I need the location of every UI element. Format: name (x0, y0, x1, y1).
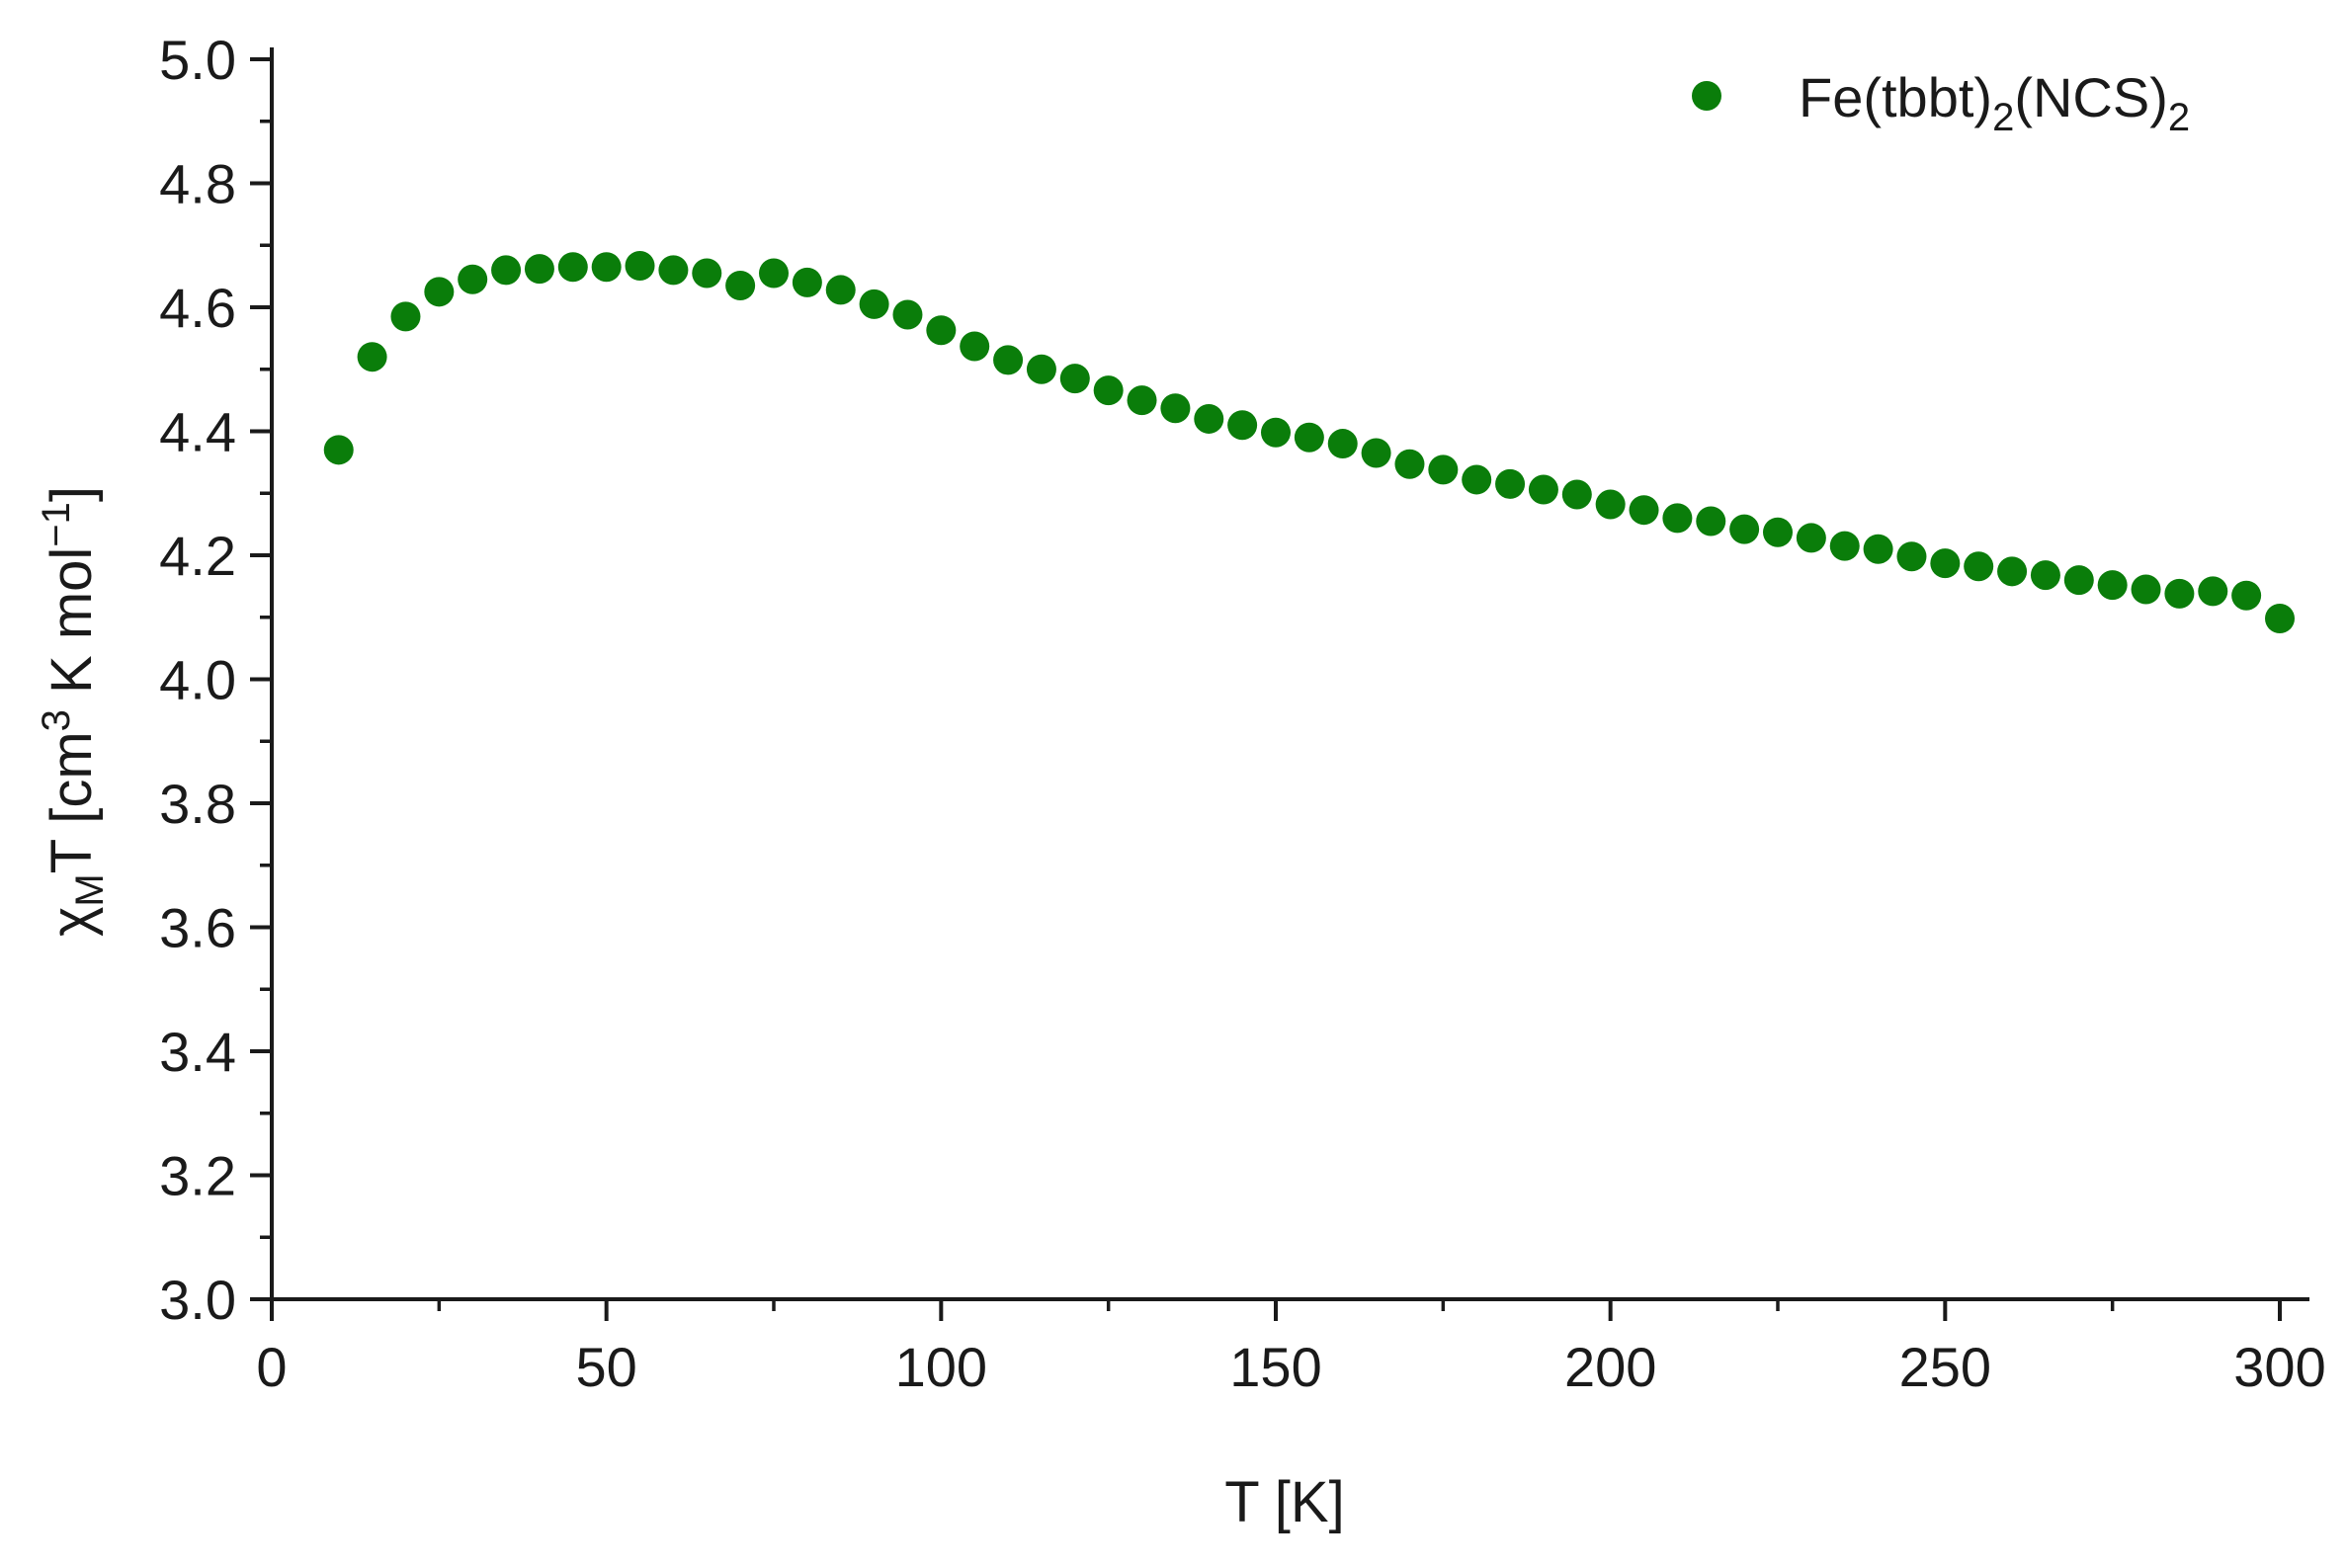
data-point (1964, 551, 1994, 582)
legend-label-base: Fe(tbbt) (1799, 66, 1992, 128)
legend-label-middle: (NCS) (2014, 66, 2168, 128)
y-axis-title-text-2: K mol (40, 547, 104, 709)
data-point (557, 252, 588, 283)
data-point (1696, 506, 1726, 536)
legend-label-subscript-2: 2 (2168, 96, 2190, 139)
x-tick-label: 100 (895, 1336, 987, 1398)
y-tick-label: 3.2 (159, 1145, 236, 1207)
y-tick-label: 3.4 (159, 1021, 236, 1083)
data-point (658, 255, 689, 286)
x-tick-label: 150 (1229, 1336, 1321, 1398)
data-point (1997, 556, 2028, 587)
y-tick-label: 5.0 (159, 29, 236, 91)
data-point (1327, 429, 1358, 459)
data-point (892, 299, 923, 330)
y-tick-label: 4.8 (159, 153, 236, 215)
data-point (1495, 468, 1526, 499)
legend-marker (1692, 81, 1721, 111)
y-axis-title: χMT [cm3 K mol−1] (35, 486, 112, 937)
data-point (960, 331, 990, 362)
data-point (2265, 604, 2295, 634)
data-point (2164, 578, 2195, 609)
data-point (424, 277, 455, 307)
data-point (1729, 514, 1760, 544)
y-tick-label: 4.6 (159, 277, 236, 339)
data-point (1462, 464, 1492, 495)
data-point (1829, 531, 1860, 561)
legend: Fe(tbbt)2(NCS)2 (1692, 66, 2190, 139)
data-point (1261, 417, 1291, 448)
data-point (2097, 570, 2128, 601)
data-points (323, 250, 2295, 634)
data-point (1127, 385, 1157, 416)
data-point (625, 250, 655, 281)
data-point (1361, 438, 1391, 468)
data-point (2030, 560, 2060, 591)
y-tick-label: 4.4 (159, 401, 236, 463)
data-point (1796, 523, 1826, 553)
y-tick-label: 4.0 (159, 649, 236, 711)
data-point (1059, 364, 1090, 394)
legend-label: Fe(tbbt)2(NCS)2 (1799, 66, 2190, 139)
data-point (1428, 454, 1459, 485)
y-tick-label: 3.0 (159, 1269, 236, 1331)
data-point (1561, 479, 1592, 510)
x-tick-label: 50 (576, 1336, 637, 1398)
data-point (1227, 410, 1258, 441)
data-point (1026, 354, 1056, 384)
data-point (1930, 548, 1961, 579)
data-point (1629, 495, 1659, 526)
x-tick-label: 250 (1899, 1336, 1991, 1398)
y-axis-title-superscript: 3 (35, 709, 78, 731)
y-axis-title-symbol-subscript: M (68, 873, 112, 906)
y-axis-title-text-3: ] (40, 486, 104, 502)
data-point (2131, 574, 2161, 605)
data-point (1763, 517, 1793, 547)
x-tick-label: 0 (256, 1336, 287, 1398)
data-point (1863, 534, 1893, 564)
x-tick-label: 200 (1564, 1336, 1656, 1398)
data-point (2063, 565, 2094, 596)
data-point (491, 255, 522, 286)
data-point (759, 258, 789, 289)
data-point (1394, 449, 1425, 479)
data-point (926, 315, 957, 346)
data-point (1662, 503, 1693, 534)
data-point (2198, 576, 2228, 607)
data-point (524, 254, 554, 285)
data-point (591, 252, 622, 283)
data-point (2231, 580, 2262, 611)
data-point (692, 258, 722, 289)
data-point (458, 264, 488, 294)
y-tick-label: 3.8 (159, 773, 236, 835)
y-axis-title-text: T [cm (40, 731, 104, 873)
y-tick-label: 4.2 (159, 525, 236, 587)
data-point (792, 267, 822, 297)
data-point (1160, 393, 1191, 424)
data-point (825, 275, 856, 305)
data-point (323, 435, 354, 465)
axes: 3.0 3.2 3.4 3.6 3.8 4.0 4.2 4.4 4.6 4.8 5.0 0 50 100 1… (159, 29, 2326, 1398)
legend-label-subscript-1: 2 (1992, 96, 2014, 139)
data-point (1093, 375, 1124, 406)
data-point (357, 342, 387, 372)
x-tick-label: 300 (2233, 1336, 2325, 1398)
data-point (1896, 541, 1927, 572)
data-point (1294, 422, 1324, 453)
data-point (859, 289, 889, 319)
data-point (993, 345, 1024, 375)
data-point (390, 301, 421, 332)
x-axis-title: T [K] (1224, 1470, 1344, 1534)
data-point (1595, 489, 1626, 520)
data-point (725, 271, 756, 301)
data-point (1194, 403, 1224, 434)
data-point (1528, 474, 1558, 505)
y-axis-title-superscript-2: −1 (35, 502, 78, 547)
y-axis-title-symbol: χ (40, 907, 104, 937)
y-tick-label: 3.6 (159, 897, 236, 959)
